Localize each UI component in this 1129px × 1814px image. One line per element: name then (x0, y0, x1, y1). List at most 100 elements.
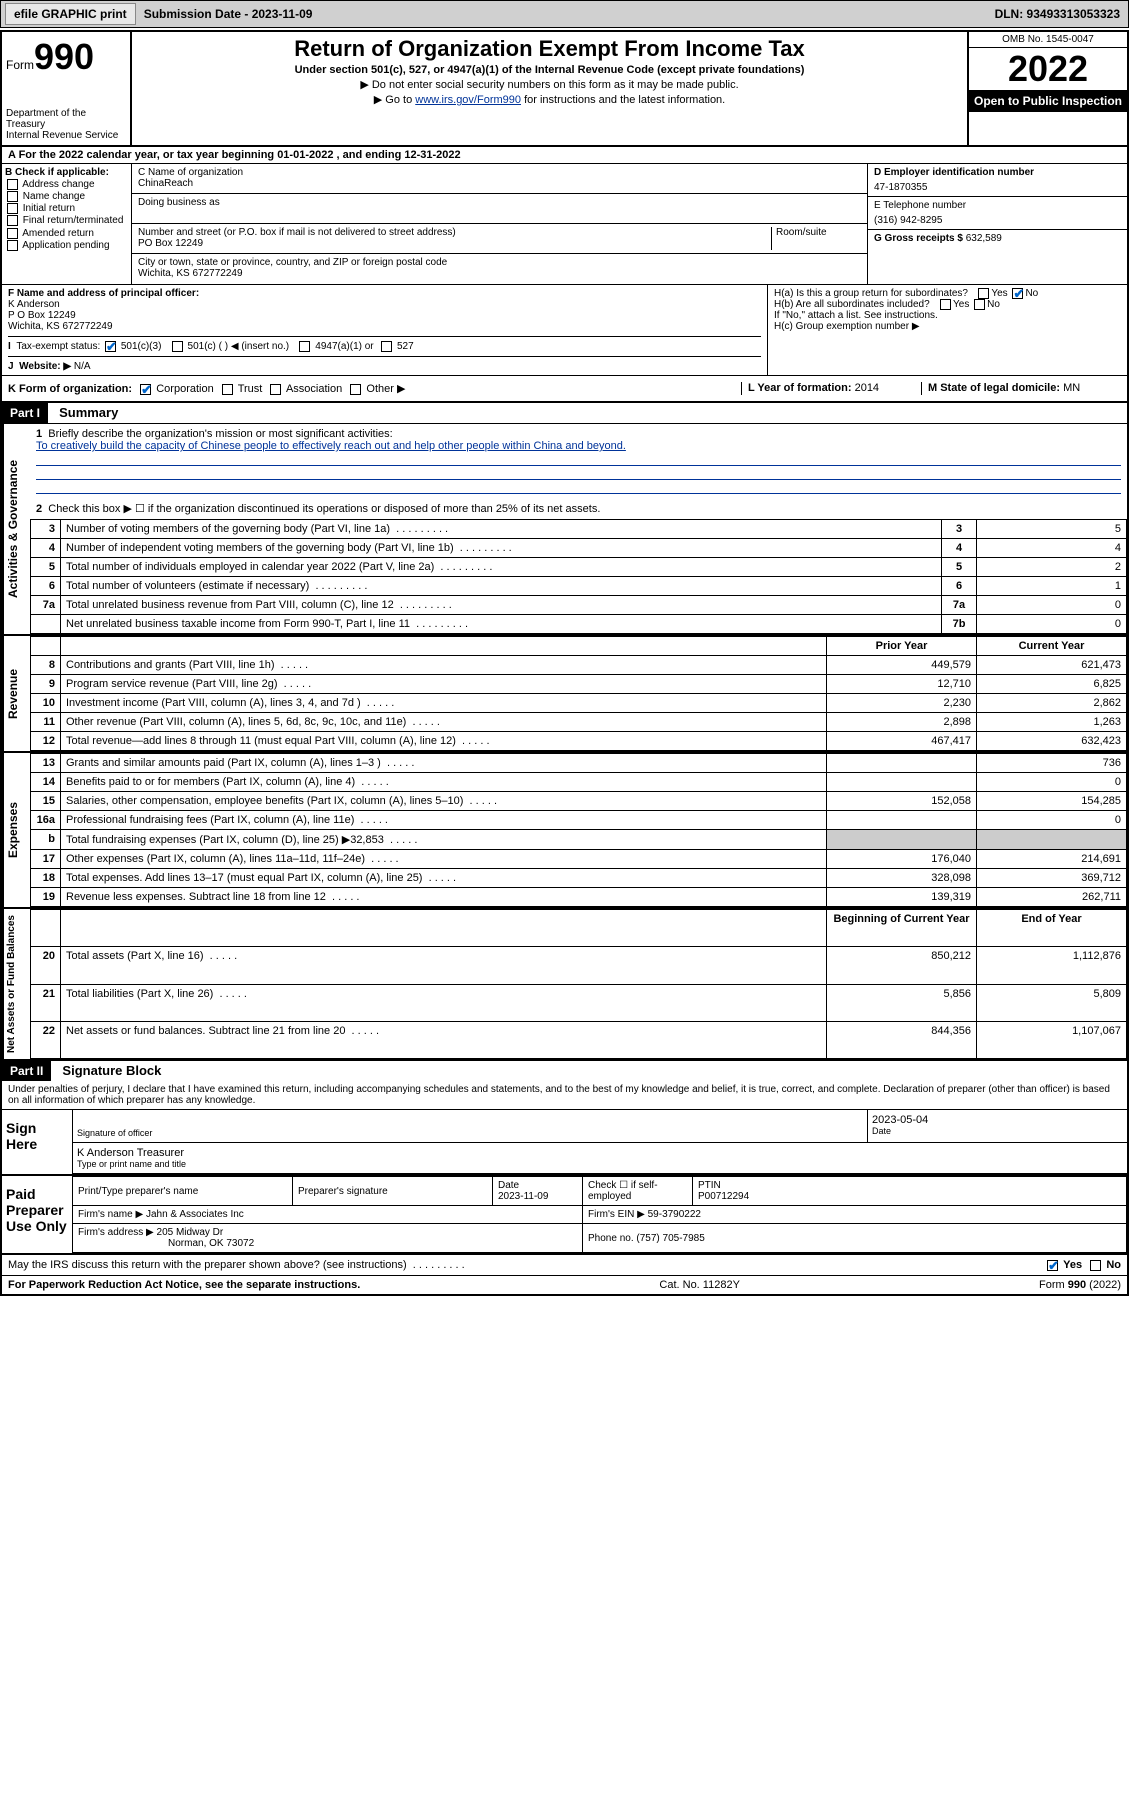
subtitle-3: ▶ Go to www.irs.gov/Form990 for instruct… (136, 93, 963, 106)
part1-rev: Revenue Prior YearCurrent Year8Contribut… (2, 636, 1127, 753)
chk-4947[interactable] (299, 341, 310, 352)
pt-sig-lbl: Preparer's signature (298, 1186, 487, 1197)
line-box: 3 (942, 520, 977, 539)
vert-exp: Expenses (2, 753, 30, 907)
dept-treasury: Department of the Treasury (6, 108, 126, 130)
sig-date: 2023-05-04 Date (867, 1110, 1127, 1143)
website-value: N/A (74, 361, 91, 372)
line1-label: Briefly describe the organization's miss… (48, 428, 392, 440)
chk-address-change[interactable]: Address change (5, 179, 128, 190)
chk-ha-no[interactable] (1012, 288, 1023, 299)
addr-label: Number and street (or P.O. box if mail i… (138, 227, 771, 238)
preparer-table: Print/Type preparer's name Preparer's si… (72, 1176, 1127, 1253)
k-label: K Form of organization: (8, 383, 132, 395)
prior-val (827, 754, 977, 773)
prior-val: 467,417 (827, 732, 977, 751)
line-val: 2 (977, 558, 1127, 577)
chk-app-pending[interactable]: Application pending (5, 240, 128, 251)
chk-other[interactable] (350, 384, 361, 395)
line-desc: Total liabilities (Part X, line 26) . . … (61, 984, 827, 1021)
current-val: 632,423 (977, 732, 1127, 751)
line-num: 21 (31, 984, 61, 1021)
irs-label: Internal Revenue Service (6, 130, 126, 141)
row-a-text: A For the 2022 calendar year, or tax yea… (8, 149, 461, 161)
line-num: 13 (31, 754, 61, 773)
current-val: 5,809 (977, 984, 1127, 1021)
pra-notice: For Paperwork Reduction Act Notice, see … (8, 1279, 360, 1291)
col-c: C Name of organization ChinaReach Doing … (132, 164, 867, 284)
line-num: 22 (31, 1021, 61, 1058)
e-phone: E Telephone number (316) 942-8295 (868, 197, 1127, 230)
chk-label: Address change (22, 179, 94, 190)
chk-hb-yes[interactable] (940, 299, 951, 310)
yes-lbl: Yes (953, 299, 969, 310)
chk-irs-yes[interactable] (1047, 1260, 1058, 1271)
net-table: Beginning of Current YearEnd of Year20To… (30, 909, 1127, 1059)
type-lbl: Type or print name and title (77, 1159, 1123, 1169)
k-form-org: K Form of organization: Corporation Trus… (8, 382, 741, 395)
line1: 1 Briefly describe the organization's mi… (30, 424, 1127, 498)
chk-label: Application pending (22, 240, 109, 251)
chk-ha-yes[interactable] (978, 288, 989, 299)
line-desc: Other expenses (Part IX, column (A), lin… (61, 850, 827, 869)
irs-link[interactable]: www.irs.gov/Form990 (415, 94, 521, 106)
m-label: M State of legal domicile: (928, 382, 1060, 394)
chk-name-change[interactable]: Name change (5, 191, 128, 202)
line-box: 5 (942, 558, 977, 577)
line-num: 7a (31, 596, 61, 615)
chk-irs-no[interactable] (1090, 1260, 1101, 1271)
current-val: 621,473 (977, 656, 1127, 675)
omb-number: OMB No. 1545-0047 (969, 32, 1127, 48)
chk-trust[interactable] (222, 384, 233, 395)
row-i: I Tax-exempt status: 501(c)(3) 501(c) ( … (8, 336, 761, 352)
line-num: 3 (31, 520, 61, 539)
firm-addr-lbl: Firm's address ▶ (78, 1227, 154, 1238)
line-num: 11 (31, 713, 61, 732)
opt-4947: 4947(a)(1) or (315, 341, 373, 352)
sign-here-label: Sign Here (2, 1110, 72, 1174)
chk-assoc[interactable] (270, 384, 281, 395)
chk-initial-return[interactable]: Initial return (5, 203, 128, 214)
chk-hb-no[interactable] (974, 299, 985, 310)
firm-name-lbl: Firm's name ▶ (78, 1209, 143, 1220)
line-num: 5 (31, 558, 61, 577)
submission-date: Submission Date - 2023-11-09 (138, 7, 319, 21)
prior-val: 176,040 (827, 850, 977, 869)
m-val: MN (1063, 382, 1080, 394)
form-title: Return of Organization Exempt From Incom… (136, 36, 963, 62)
line-num: 17 (31, 850, 61, 869)
form-ref: Form 990 (2022) (1039, 1279, 1121, 1291)
chk-527[interactable] (381, 341, 392, 352)
prior-val: 152,058 (827, 792, 977, 811)
b-label: B Check if applicable: (5, 167, 109, 178)
part1-net: Net Assets or Fund Balances Beginning of… (2, 909, 1127, 1061)
opt-trust: Trust (238, 383, 263, 395)
form-num-footer: 990 (1068, 1279, 1086, 1291)
chk-corp[interactable] (140, 384, 151, 395)
current-val: 1,263 (977, 713, 1127, 732)
efile-print-anchor[interactable]: efile GRAPHIC print (5, 3, 136, 25)
mission-text: To creatively build the capacity of Chin… (36, 440, 626, 452)
open-inspection: Open to Public Inspection (969, 90, 1127, 112)
header-mid: Return of Organization Exempt From Incom… (132, 32, 967, 145)
chk-501c3[interactable] (105, 341, 116, 352)
org-addr: PO Box 12249 (138, 238, 771, 249)
pt-check: Check ☐ if self-employed (583, 1177, 693, 1206)
opt-501c3: 501(c)(3) (121, 341, 162, 352)
line-desc: Total expenses. Add lines 13–17 (must eq… (61, 869, 827, 888)
gross-value: 632,589 (966, 233, 1002, 244)
part1-gov: Activities & Governance 1 Briefly descri… (2, 424, 1127, 636)
firm-phone-lbl: Phone no. (588, 1233, 634, 1244)
declaration: Under penalties of perjury, I declare th… (2, 1081, 1127, 1110)
chk-501c[interactable] (172, 341, 183, 352)
vert-net: Net Assets or Fund Balances (2, 909, 30, 1059)
line-num: 6 (31, 577, 61, 596)
line-box: 4 (942, 539, 977, 558)
subtitle-1: Under section 501(c), 527, or 4947(a)(1)… (136, 64, 963, 76)
chk-final-return[interactable]: Final return/terminated (5, 215, 128, 226)
opt-other: Other ▶ (366, 383, 405, 395)
chk-amended[interactable]: Amended return (5, 228, 128, 239)
line-val: 4 (977, 539, 1127, 558)
ptin-lbl: PTIN (698, 1180, 721, 1191)
prior-val: 5,856 (827, 984, 977, 1021)
